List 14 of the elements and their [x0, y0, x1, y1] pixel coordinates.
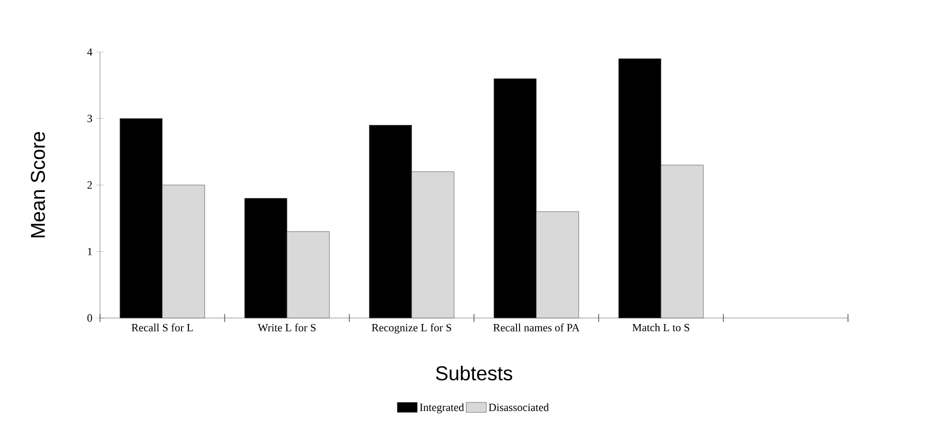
- y-axis-title: Mean Score: [30, 132, 46, 238]
- x-tick-label: Recall names of PA: [493, 324, 580, 332]
- x-tick-label: Write L for S: [258, 324, 316, 332]
- y-tick-label: 1: [88, 248, 92, 256]
- y-tick-label: 4: [87, 48, 92, 56]
- y-tick-label: 3: [88, 114, 92, 122]
- y-tick-label: 0: [87, 314, 92, 322]
- x-tick-label: Recognize L for S: [372, 324, 452, 334]
- x-tick-label: Recall S for L: [132, 324, 193, 332]
- y-tick-label: 2: [87, 181, 92, 189]
- x-axis-title: Subtests: [436, 366, 512, 380]
- x-tick-label: Match L to S: [632, 324, 690, 332]
- legend-label: Integrated: [420, 403, 464, 414]
- legend-label: Disassociated: [488, 403, 549, 412]
